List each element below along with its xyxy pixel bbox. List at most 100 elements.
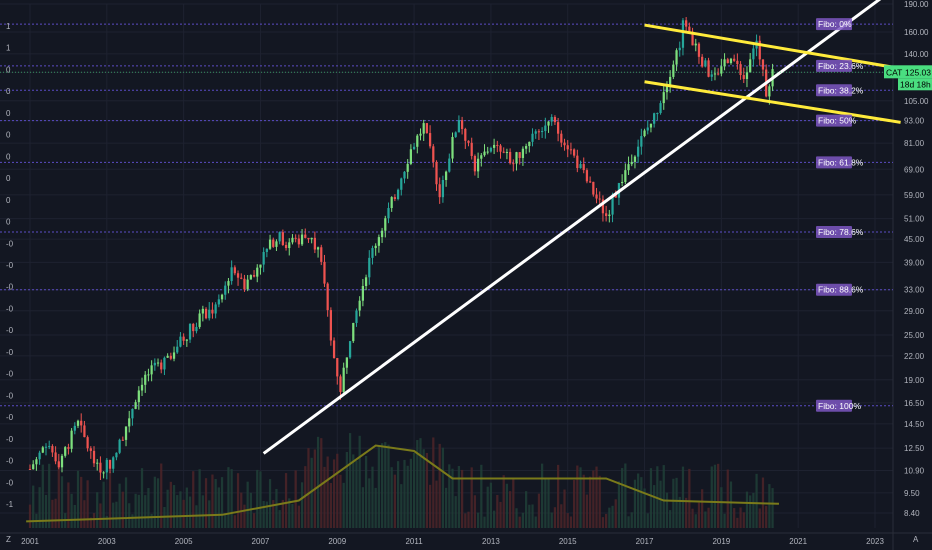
candle-body: [675, 50, 678, 65]
volume-bar: [169, 481, 172, 528]
candle-body: [204, 308, 208, 319]
candle-body: [412, 146, 416, 150]
fib-label: Fibo: 100%: [818, 401, 861, 411]
candle-body: [521, 148, 525, 158]
candle-body: [656, 113, 659, 115]
volume-bar: [630, 512, 633, 528]
y-tick-label: 25.00: [904, 331, 925, 340]
candle-body: [406, 163, 409, 172]
volume-bar: [179, 491, 182, 528]
volume-bar: [108, 472, 112, 528]
candle-body: [467, 140, 470, 143]
candle-body: [348, 341, 352, 358]
x-tick-label: 2007: [252, 537, 270, 546]
candle-body: [169, 355, 172, 359]
candle-body: [739, 64, 742, 76]
volume-bar: [646, 513, 649, 528]
volume-bar: [669, 510, 672, 528]
trendline-rising-support: [262, 0, 882, 455]
candle-body: [678, 47, 681, 51]
candle-body: [380, 230, 384, 238]
volume-bar: [621, 468, 624, 528]
left-axis: 1 1 0 0 0 0 0 0 0 0 -0 -0 -0 -0 -0 -0 -0 -0 -0 -0 -0 -0 -1: [6, 22, 14, 509]
volume-sma-line: [26, 444, 780, 523]
volume-bar: [51, 499, 54, 528]
volume-bar: [89, 517, 92, 528]
volume-bar: [589, 476, 592, 528]
candle-body: [220, 294, 224, 300]
volume-bar: [291, 503, 294, 528]
candle-body: [518, 152, 521, 158]
volume-bar: [86, 480, 89, 528]
volume-bar: [710, 466, 713, 528]
volume-bar: [352, 454, 355, 528]
candles: [28, 17, 774, 480]
candle-body: [153, 362, 156, 366]
volume-bar: [729, 481, 733, 528]
volume-bar: [44, 494, 48, 528]
candle-body: [611, 194, 614, 215]
candle-body: [464, 128, 467, 141]
volume-bar: [92, 513, 96, 528]
y-tick-label: 19.00: [904, 376, 925, 385]
fib-label: Fibo: 38.2%: [818, 85, 864, 95]
volume-bar: [377, 446, 381, 528]
candle-body: [460, 120, 464, 129]
volume-bar: [288, 498, 291, 528]
candle-body: [544, 125, 547, 131]
trendlines[interactable]: [262, 0, 901, 455]
left-axis-label: 0: [6, 65, 11, 74]
volume-bar: [640, 477, 643, 528]
volume-bar: [653, 485, 656, 528]
last-price-label: 125.03: [905, 67, 931, 77]
candle-body: [112, 457, 115, 469]
left-axis-label: 0: [6, 131, 11, 140]
volume-bar: [723, 513, 726, 528]
candle-body: [256, 267, 259, 277]
volume-bar: [265, 501, 268, 528]
candle-body: [528, 141, 531, 147]
candle-body: [717, 73, 720, 75]
candle-body: [435, 161, 438, 185]
candle-body: [432, 146, 435, 162]
volume-bar: [144, 495, 147, 528]
volume-bar: [547, 478, 550, 528]
volume-bar: [524, 491, 528, 528]
candle-body: [662, 92, 665, 104]
fib-tag: [816, 18, 852, 31]
candle-body: [486, 151, 489, 153]
volume-bar: [403, 459, 406, 528]
candle-body: [188, 323, 192, 340]
candle-body: [505, 151, 509, 153]
candle-body: [665, 85, 669, 93]
x-tick-label: 2003: [98, 537, 116, 546]
candle-body: [393, 197, 397, 200]
auto-scale-icon[interactable]: A: [913, 535, 919, 544]
volume-bar: [467, 511, 470, 528]
volume-bar: [208, 500, 211, 528]
candle-body: [742, 75, 745, 80]
candle-body: [316, 247, 320, 250]
candle-body: [377, 237, 381, 246]
fib-levels: [0, 23, 893, 407]
volume-bar: [339, 474, 342, 528]
candle-body: [733, 58, 736, 61]
volume-bar: [275, 488, 278, 528]
candle-body: [438, 184, 441, 198]
volume-bar: [300, 482, 304, 528]
candle-body: [425, 123, 429, 134]
left-axis-label: -0: [6, 326, 14, 335]
candle-body: [576, 155, 579, 169]
y-tick-label: 14.50: [904, 420, 925, 429]
left-axis-label: -0: [6, 478, 14, 487]
candle-body: [595, 194, 598, 199]
candle-body: [179, 336, 182, 347]
scale-settings-icon[interactable]: Z: [6, 535, 11, 544]
y-tick-label: 105.00: [904, 97, 929, 106]
candle-body: [515, 152, 518, 164]
volume-bar: [457, 466, 461, 528]
candle-body: [364, 277, 368, 287]
candle-body: [384, 218, 387, 231]
volume-bar: [336, 453, 339, 528]
